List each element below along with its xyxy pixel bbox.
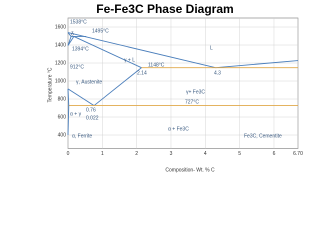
annotation: α, Ferrite [72, 133, 92, 139]
x-tick-label: 2 [135, 151, 138, 157]
y-tick-label: 1400 [55, 42, 66, 48]
annotation: γ+ Fe3C [186, 89, 205, 95]
annotation: γ, Austenite [76, 79, 102, 85]
x-tick-label: 3 [170, 151, 173, 157]
y-tick-label: 1000 [55, 78, 66, 84]
annotation: 0.76 [86, 107, 96, 113]
phase-boundary [93, 67, 142, 106]
background [0, 0, 320, 180]
annotation: 1495°C [92, 28, 109, 34]
chart: Fe-Fe3C Phase Diagram Composition- Wt. %… [0, 0, 320, 180]
annotation: Fe3C, Cementite [244, 133, 282, 139]
annotation: δ [71, 31, 74, 37]
phase-boundary [67, 32, 216, 69]
x-tick-label: 4 [204, 151, 207, 157]
x-tick-label: 6.70 [293, 151, 303, 157]
phase-boundary [67, 36, 75, 46]
phase-boundary [73, 36, 142, 69]
y-tick-label: 400 [58, 132, 67, 138]
phase-boundary [67, 88, 95, 106]
annotation: 1148°C [148, 62, 165, 68]
x-tick-label: 6 [273, 151, 276, 157]
annotation: L [210, 45, 213, 51]
y-axis-label: Temperature °C [47, 67, 53, 102]
annotation: 4.3 [214, 70, 221, 76]
annotation: 1394°C [72, 46, 89, 52]
y-tick-label: 800 [58, 96, 67, 102]
phase-boundary [67, 88, 70, 136]
x-axis-label: Composition- Wt. % C [165, 167, 215, 173]
annotation: α + γ [70, 111, 82, 117]
annotation: 0.022 [86, 115, 99, 121]
y-tick-label: 1600 [55, 24, 66, 30]
x-tick-label: 1 [101, 151, 104, 157]
annotation: 1538°C [70, 19, 87, 25]
chart-title: Fe-Fe3C Phase Diagram [96, 2, 233, 16]
phase-boundary [215, 60, 299, 69]
annotation: 727°C [185, 99, 199, 105]
annotation: α + Fe3C [168, 126, 189, 132]
annotation: γ + L [124, 57, 135, 63]
y-tick-label: 600 [58, 114, 67, 120]
x-tick-label: 5 [238, 151, 241, 157]
annotation: 2.14 [137, 70, 147, 76]
annotation: 912°C [70, 64, 84, 70]
x-tick-label: 0 [67, 151, 70, 157]
y-tick-label: 1200 [55, 60, 66, 66]
